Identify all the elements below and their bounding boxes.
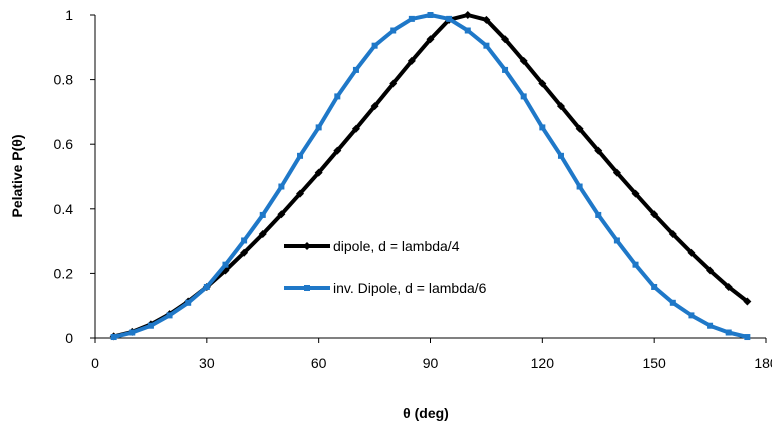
data-point [110, 334, 117, 341]
data-point [258, 229, 267, 238]
data-point [314, 168, 323, 177]
data-point [297, 152, 304, 159]
data-point [371, 42, 378, 49]
axes: 0 30 60 90 120 150 180 0 0.2 0.4 0.6 0.8 1 [54, 7, 772, 371]
data-point [370, 102, 379, 111]
data-point [502, 66, 509, 73]
data-point [185, 299, 192, 306]
data-point [687, 248, 696, 257]
x-axis-title: θ (deg) [403, 405, 449, 421]
data-point [631, 189, 640, 198]
data-point [575, 124, 584, 133]
y-axis-title: Pelative P(θ) [9, 134, 25, 217]
y-tick-label: 1 [65, 7, 73, 23]
data-point [594, 146, 603, 155]
data-point [427, 12, 434, 18]
data-point [595, 211, 602, 218]
data-point [557, 152, 564, 159]
data-point [725, 329, 732, 336]
data-point [315, 124, 322, 131]
data-point [520, 93, 527, 100]
legend-label: dipole, d = lambda/4 [333, 238, 460, 254]
data-point [668, 229, 677, 238]
data-point [278, 183, 285, 190]
data-point [651, 283, 658, 290]
data-point [669, 299, 676, 306]
data-point [407, 56, 416, 65]
data-point [724, 282, 733, 291]
x-tick-label: 60 [311, 355, 327, 371]
x-tick-label: 0 [91, 355, 99, 371]
data-point [259, 211, 266, 218]
data-point [613, 237, 620, 244]
data-point [351, 124, 360, 133]
data-point [446, 15, 453, 22]
data-point [408, 15, 415, 22]
data-point [464, 27, 471, 34]
data-point [389, 79, 398, 88]
data-point [241, 237, 248, 244]
data-point [203, 283, 210, 290]
data-point [743, 297, 752, 306]
series-layer [109, 11, 752, 341]
x-tick-label: 150 [642, 355, 666, 371]
data-point [538, 79, 547, 88]
data-point [129, 329, 136, 336]
data-point [688, 312, 695, 319]
y-tick-label: 0.2 [54, 265, 74, 281]
data-point [482, 15, 491, 24]
data-point [426, 35, 435, 44]
data-point [483, 42, 490, 49]
data-point [240, 248, 249, 257]
data-point [744, 334, 751, 341]
y-tick-label: 0.4 [54, 201, 74, 217]
legend-swatch-marker [303, 242, 311, 250]
data-point [576, 183, 583, 190]
legend-swatch-marker [304, 285, 310, 291]
data-point [632, 261, 639, 268]
data-point [333, 146, 342, 155]
data-point [707, 322, 714, 329]
x-tick-label: 90 [423, 355, 439, 371]
series-2 [110, 12, 751, 341]
data-point [501, 35, 510, 44]
y-tick-label: 0.6 [54, 136, 74, 152]
y-tick-label: 0 [65, 330, 73, 346]
data-point [222, 261, 229, 268]
y-tick-label: 0.8 [54, 72, 74, 88]
data-point [539, 124, 546, 131]
x-tick-label: 180 [754, 355, 772, 371]
data-point [650, 210, 659, 219]
data-point [519, 56, 528, 65]
data-point [706, 266, 715, 275]
data-point [556, 102, 565, 111]
data-point [166, 312, 173, 319]
legend: dipole, d = lambda/4 inv. Dipole, d = lam… [284, 238, 487, 296]
data-point [612, 168, 621, 177]
data-point [390, 27, 397, 34]
x-tick-label: 120 [531, 355, 555, 371]
legend-label: inv. Dipole, d = lambda/6 [333, 280, 487, 296]
data-point [277, 210, 286, 219]
data-point [296, 189, 305, 198]
data-point [352, 66, 359, 73]
x-tick-label: 30 [199, 355, 215, 371]
data-point [147, 322, 154, 329]
data-point [463, 11, 472, 19]
data-point [334, 93, 341, 100]
